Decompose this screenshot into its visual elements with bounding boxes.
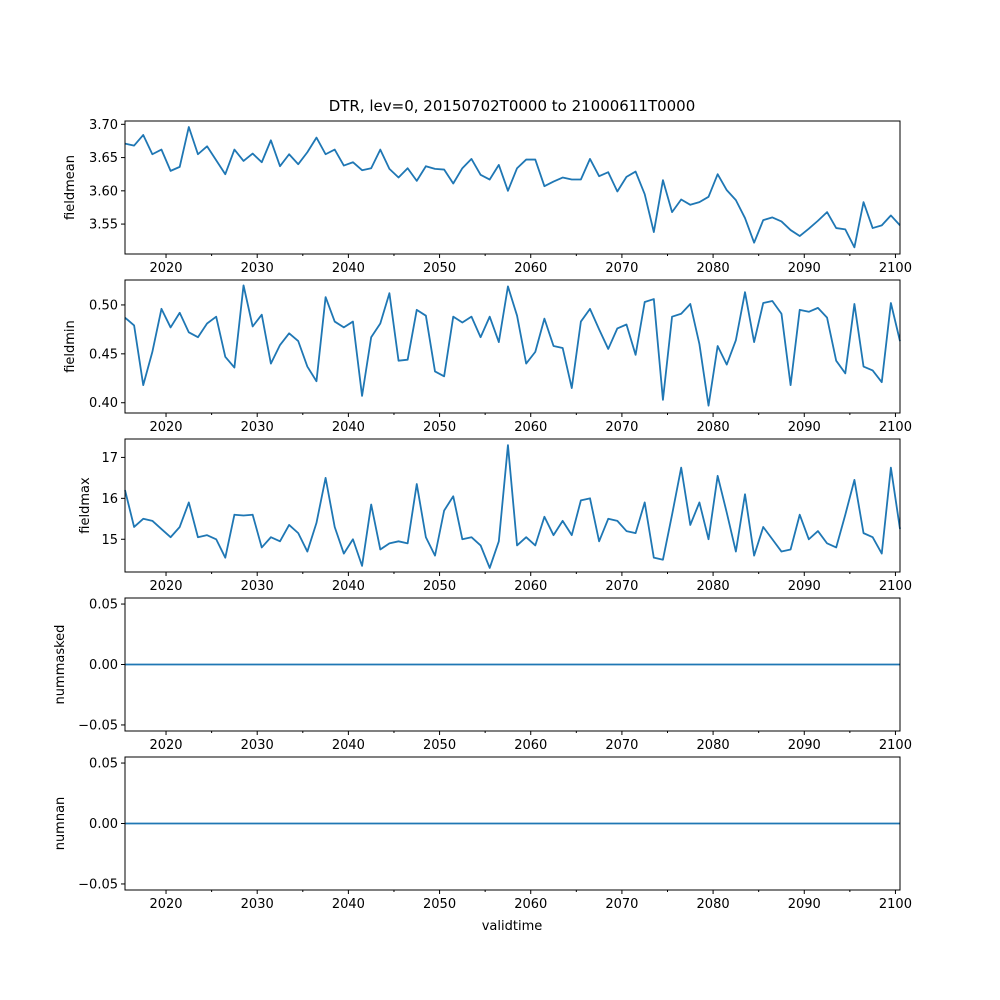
series-line-fieldmax bbox=[124, 444, 901, 569]
y-tick-label: 0.05 bbox=[89, 598, 118, 613]
y-tick-label: −0.05 bbox=[78, 718, 118, 733]
x-tick-label: 2100 bbox=[879, 579, 912, 594]
axes-frame-fieldmin bbox=[124, 279, 901, 414]
x-tick-label: 2030 bbox=[241, 420, 274, 435]
axes-frame-fieldmean bbox=[124, 120, 901, 255]
x-tick-label: 2020 bbox=[149, 261, 182, 276]
x-tick-label: 2040 bbox=[332, 261, 365, 276]
y-tick-label: 3.65 bbox=[89, 151, 118, 166]
x-tick-label: 2070 bbox=[605, 420, 638, 435]
x-tick-label: 2020 bbox=[149, 420, 182, 435]
panel-nummasked: −0.05 0.00 0.05 nummasked 2020 2030 2040 2050 20… bbox=[53, 597, 912, 753]
x-tick-label: 2020 bbox=[149, 579, 182, 594]
x-tick-label: 2080 bbox=[697, 738, 730, 753]
x-tick-label: 2080 bbox=[697, 261, 730, 276]
panels: 3.55 3.60 3.65 3.70 fieldmean 2020 2030 2040 205… bbox=[53, 118, 912, 912]
y-tick-label: 15 bbox=[101, 533, 118, 548]
x-tick-label: 2100 bbox=[879, 738, 912, 753]
y-tick-label: 3.55 bbox=[89, 218, 118, 233]
x-tick-label: 2050 bbox=[423, 897, 456, 912]
x-axis-label: validtime bbox=[482, 919, 543, 934]
y-axis-label: fieldmax bbox=[78, 477, 93, 534]
x-tick-label: 2040 bbox=[332, 738, 365, 753]
y-tick-label: 17 bbox=[101, 451, 118, 466]
y-axis-label: fieldmean bbox=[63, 155, 78, 220]
x-tick-label: 2070 bbox=[605, 261, 638, 276]
y-tick-label: 3.70 bbox=[89, 118, 118, 133]
y-tick-label: 0.00 bbox=[89, 658, 118, 673]
x-tick-label: 2060 bbox=[514, 897, 547, 912]
y-tick-label: 0.05 bbox=[89, 757, 118, 772]
x-tick-label: 2090 bbox=[788, 738, 821, 753]
x-tick-label: 2080 bbox=[697, 420, 730, 435]
x-tick-label: 2030 bbox=[241, 579, 274, 594]
y-axis-label: nummasked bbox=[53, 625, 68, 705]
y-axis-label: fieldmin bbox=[63, 320, 78, 373]
x-tick-label: 2090 bbox=[788, 261, 821, 276]
series-line-fieldmean bbox=[124, 126, 901, 249]
x-tick-label: 2090 bbox=[788, 897, 821, 912]
x-tick-label: 2050 bbox=[423, 261, 456, 276]
chart-title: DTR, lev=0, 20150702T0000 to 21000611T00… bbox=[329, 97, 696, 115]
x-tick-label: 2050 bbox=[423, 579, 456, 594]
y-tick-label: 16 bbox=[101, 492, 118, 507]
x-tick-label: 2040 bbox=[332, 897, 365, 912]
x-tick-label: 2020 bbox=[149, 897, 182, 912]
series-line-fieldmin bbox=[124, 284, 901, 407]
x-tick-label: 2070 bbox=[605, 579, 638, 594]
panel-fieldmin: 0.40 0.45 0.50 fieldmin 2020 2030 2040 2050 2060… bbox=[63, 279, 912, 435]
x-tick-label: 2050 bbox=[423, 420, 456, 435]
panel-fieldmean: 3.55 3.60 3.65 3.70 fieldmean 2020 2030 2040 205… bbox=[63, 118, 912, 276]
x-tick-label: 2060 bbox=[514, 420, 547, 435]
x-tick-label: 2080 bbox=[697, 897, 730, 912]
y-tick-label: 0.00 bbox=[89, 817, 118, 832]
y-tick-label: 0.50 bbox=[89, 298, 118, 313]
x-tick-label: 2080 bbox=[697, 579, 730, 594]
x-tick-label: 2030 bbox=[241, 897, 274, 912]
x-tick-label: 2100 bbox=[879, 897, 912, 912]
x-tick-label: 2060 bbox=[514, 261, 547, 276]
panel-numnan: −0.05 0.00 0.05 numnan 2020 2030 2040 2050 2060 2… bbox=[53, 756, 912, 912]
x-tick-label: 2040 bbox=[332, 579, 365, 594]
y-tick-label: 3.60 bbox=[89, 184, 118, 199]
x-tick-label: 2100 bbox=[879, 261, 912, 276]
x-tick-label: 2030 bbox=[241, 261, 274, 276]
y-tick-label: −0.05 bbox=[78, 877, 118, 892]
panel-fieldmax: 15 16 17 fieldmax 2020 2030 2040 2050 2060 2070 20… bbox=[78, 438, 912, 594]
y-axis-label: numnan bbox=[53, 797, 68, 851]
x-tick-label: 2070 bbox=[605, 897, 638, 912]
x-tick-label: 2100 bbox=[879, 420, 912, 435]
x-tick-label: 2060 bbox=[514, 579, 547, 594]
x-tick-label: 2070 bbox=[605, 738, 638, 753]
x-tick-label: 2040 bbox=[332, 420, 365, 435]
x-tick-label: 2060 bbox=[514, 738, 547, 753]
x-tick-label: 2090 bbox=[788, 579, 821, 594]
y-tick-label: 0.40 bbox=[89, 396, 118, 411]
x-tick-label: 2090 bbox=[788, 420, 821, 435]
axes-frame-fieldmax bbox=[124, 438, 901, 573]
y-tick-label: 0.45 bbox=[89, 347, 118, 362]
x-tick-label: 2020 bbox=[149, 738, 182, 753]
x-tick-label: 2050 bbox=[423, 738, 456, 753]
x-tick-label: 2030 bbox=[241, 738, 274, 753]
